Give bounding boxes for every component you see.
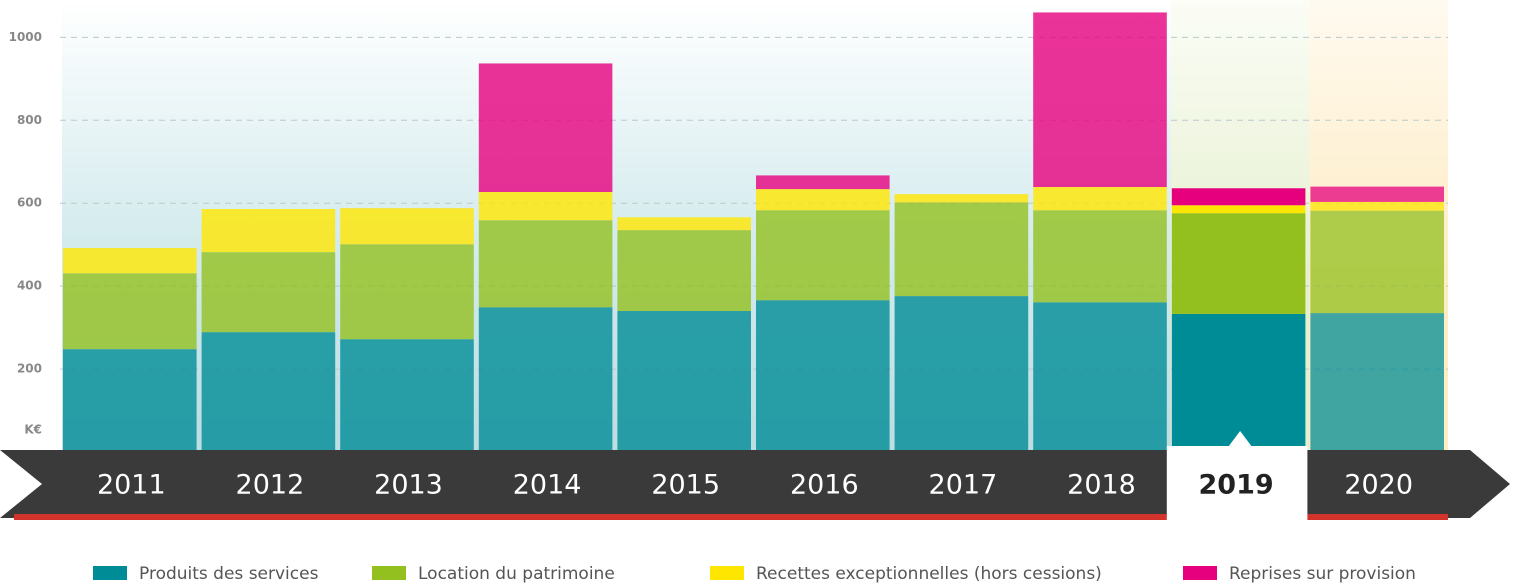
bar-segment: [894, 296, 1029, 452]
bar-segment: [478, 63, 613, 192]
bar-segment: [201, 332, 336, 452]
bar-segment: [894, 202, 1029, 297]
bar-segment: [1310, 313, 1444, 452]
bar-segment: [340, 339, 474, 452]
legend-label: Reprises sur provision: [1229, 564, 1416, 583]
highlight-notch: [1228, 431, 1253, 447]
bar-segment: [478, 307, 613, 452]
bar-segment: [756, 210, 890, 301]
bar-segment: [756, 189, 890, 211]
x-tick-label: 2018: [1067, 470, 1136, 501]
x-tick-label: 2016: [790, 470, 859, 501]
y-tick-label: 1000: [9, 30, 42, 44]
y-tick-label: 400: [17, 279, 42, 293]
timeline-arrow: [0, 450, 1510, 518]
bar-segment: [1171, 313, 1306, 452]
bar-segment: [1171, 213, 1306, 314]
bar-segment: [756, 175, 890, 190]
highlight-box: [1166, 446, 1308, 521]
bar-segment: [478, 191, 613, 221]
bar-segment: [1171, 205, 1306, 214]
bar-segment: [63, 273, 197, 350]
bar-segment: [201, 252, 336, 333]
bar-segment: [1033, 187, 1167, 211]
legend-swatch: [710, 566, 744, 580]
bar-segment: [340, 208, 474, 245]
bar-segment: [756, 300, 890, 452]
legend-label: Recettes exceptionnelles (hors cessions): [756, 564, 1102, 583]
bar-segment: [1033, 210, 1167, 303]
bar-segment: [617, 217, 751, 231]
bar-segment: [1310, 186, 1444, 202]
legend-label: Location du patrimoine: [418, 564, 615, 583]
x-tick-label: 2019: [1199, 470, 1274, 501]
x-tick-label: 2012: [236, 470, 305, 501]
bar-segment: [1310, 210, 1444, 314]
bar-segment: [1171, 188, 1306, 206]
bar-segment: [478, 220, 613, 308]
x-tick-label: 2015: [651, 470, 720, 501]
y-tick-label: 600: [17, 196, 42, 210]
timeline-underline: [14, 514, 1448, 520]
legend-swatch: [93, 566, 127, 580]
y-tick-label: 800: [17, 113, 42, 127]
bar-segment: [894, 194, 1029, 203]
bar-segment: [617, 230, 751, 312]
bar-segment: [63, 247, 197, 274]
bar-segment: [1310, 201, 1444, 211]
y-unit: K€: [24, 423, 42, 437]
legend-swatch: [372, 566, 406, 580]
legend-label: Produits des services: [139, 564, 319, 583]
bar-segment: [1033, 12, 1167, 188]
legend-swatch: [1183, 566, 1217, 580]
bar-segment: [63, 349, 197, 452]
bar-segment: [617, 311, 751, 452]
x-tick-label: 2017: [929, 470, 998, 501]
bar-segment: [1033, 302, 1167, 452]
bar-segment: [340, 244, 474, 340]
x-tick-label: 2014: [513, 470, 582, 501]
x-tick-label: 2020: [1344, 470, 1413, 501]
x-tick-label: 2011: [97, 470, 166, 501]
x-tick-label: 2013: [374, 470, 443, 501]
bar-segment: [201, 208, 336, 253]
y-tick-label: 200: [17, 362, 42, 376]
